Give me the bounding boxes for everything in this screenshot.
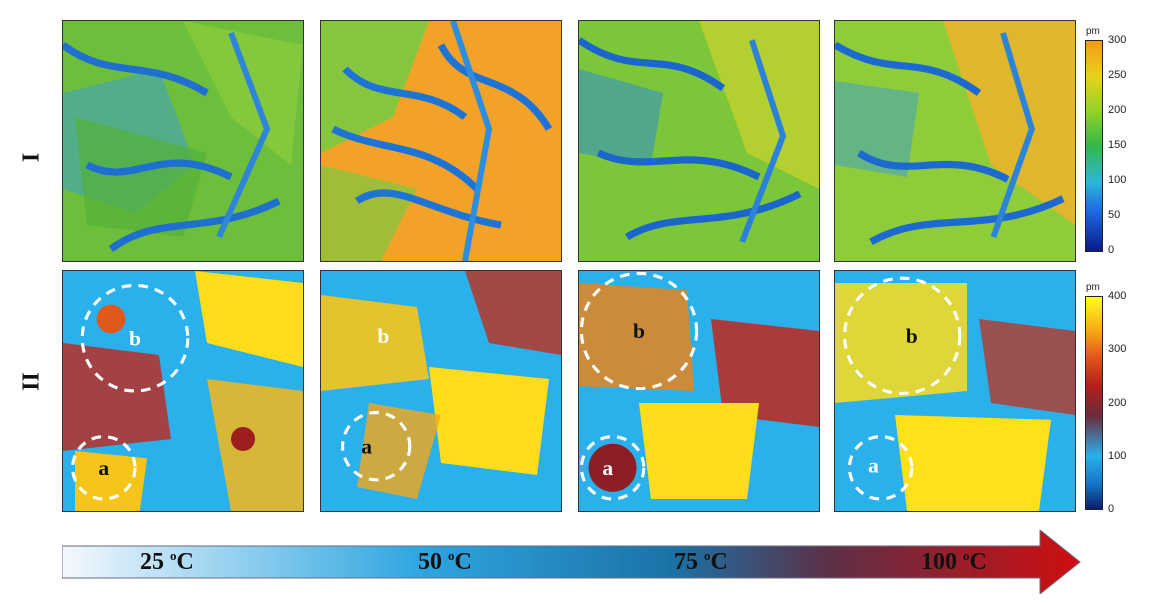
colorbar-top-tick: 100 [1108, 174, 1127, 186]
map-II-25c: b a [62, 270, 304, 512]
region-label-b: b [633, 319, 645, 343]
colorbar-bottom-tick: 400 [1108, 290, 1127, 302]
colorbar-bottom [1085, 296, 1103, 510]
region-label-a: a [98, 456, 109, 480]
colorbar-bottom-tick: 100 [1108, 450, 1127, 462]
colorbar-top-tick: 50 [1108, 209, 1121, 221]
temp-label-50: 50 oC [418, 548, 472, 575]
map-I-100c [834, 20, 1076, 262]
colorbar-bottom-unit: pm [1086, 282, 1100, 293]
colorbar-bottom-tick: 0 [1108, 503, 1115, 515]
map-I-75c [578, 20, 820, 262]
region-label-b: b [377, 324, 389, 348]
map-I-50c [320, 20, 562, 262]
region-label-b: b [906, 324, 918, 348]
map-I-25c [62, 20, 304, 262]
region-label-a: a [361, 434, 372, 458]
row-label-I: I [18, 152, 45, 163]
colorbar-top-tick: 300 [1108, 34, 1127, 46]
map-II-75c: b a [578, 270, 820, 512]
temp-label-75: 75 oC [674, 548, 728, 575]
colorbar-bottom-tick: 200 [1108, 397, 1127, 409]
colorbar-top-unit: pm [1086, 26, 1100, 37]
colorbar-top-tick: 150 [1108, 139, 1127, 151]
temp-label-25: 25 oC [140, 548, 194, 575]
colorbar-top-tick: 200 [1108, 104, 1127, 116]
temp-label-100: 100 oC [921, 548, 987, 575]
colorbar-top-ticks: 300 250 200 150 100 50 0 [1108, 34, 1148, 256]
region-label-a: a [868, 454, 879, 478]
map-II-100c: b a [834, 270, 1076, 512]
map-II-50c: b a [320, 270, 562, 512]
region-label-a: a [602, 456, 613, 480]
colorbar-top [1085, 40, 1103, 252]
row-label-II: II [18, 372, 45, 391]
temperature-arrow [62, 530, 1082, 594]
region-label-b: b [129, 326, 141, 350]
colorbar-bottom-tick: 300 [1108, 343, 1127, 355]
colorbar-bottom-ticks: 400 300 200 100 0 [1108, 290, 1148, 515]
colorbar-top-tick: 250 [1108, 69, 1127, 81]
colorbar-top-tick: 0 [1108, 244, 1115, 256]
